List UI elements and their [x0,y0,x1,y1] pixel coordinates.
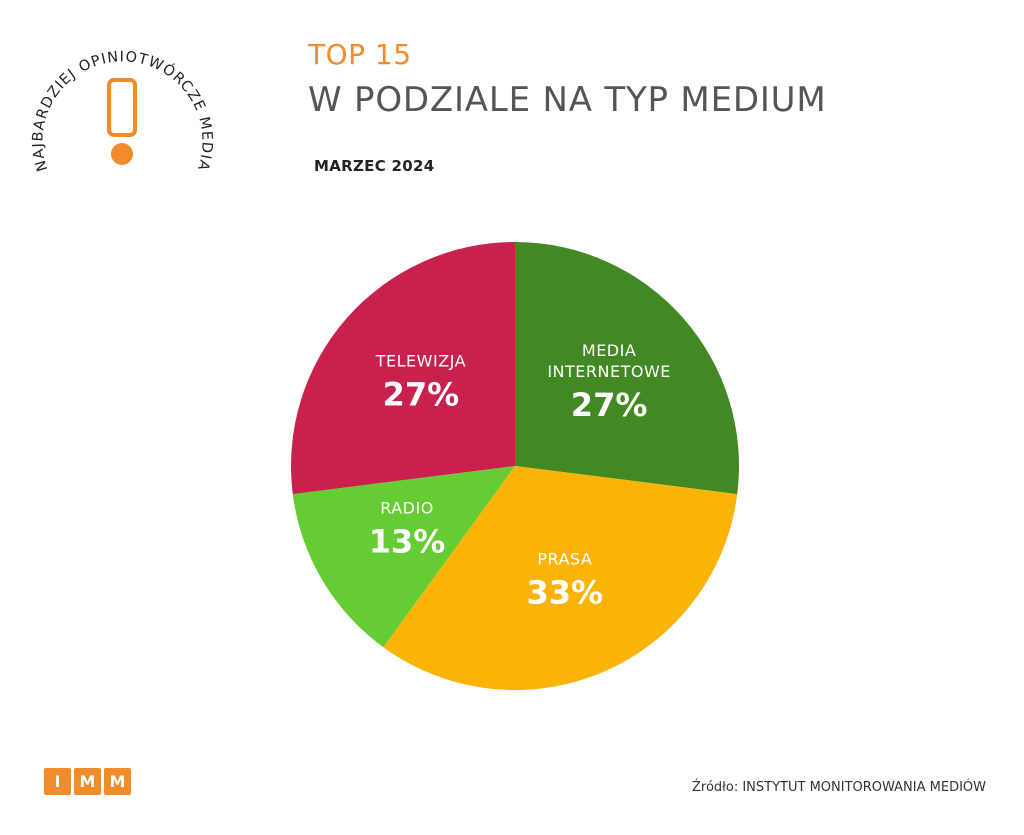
slice-name-label: INTERNETOWE [547,362,671,381]
exclamation-icon [107,78,137,137]
exclamation-dot-icon [111,143,133,165]
slice-percent-label: 27% [571,386,648,424]
source-note: Źródło: INSTYTUT MONITOROWANIA MEDIÓW [692,780,986,795]
pie-slice-radio [292,466,515,648]
badge-svg: NAJBARDZIEJ OPINIOTWÓRCZE MEDIA [30,49,213,173]
slice-name-label: RADIO [380,498,434,517]
imm-logo-letter: M [104,768,131,795]
imm-logo-letter: M [74,768,101,795]
imm-logo: I M M [44,768,131,795]
slice-percent-label: 33% [527,574,604,612]
pie-slice-media-internetowe [515,242,739,495]
slice-percent-label: 27% [383,376,460,414]
page-title: W PODZIALE NA TYP MEDIUM [308,80,827,120]
slice-name-label: PRASA [537,550,592,569]
badge-logo: NAJBARDZIEJ OPINIOTWÓRCZE MEDIA [30,40,215,225]
pie-slice-prasa [383,466,738,690]
slice-percent-label: 13% [369,522,446,560]
pie-chart: MEDIA INTERNETOWE 27% PRASA 33% RADIO 13% TELEW… [291,242,739,690]
imm-logo-letter: I [44,768,71,795]
slice-name-label: TELEWIZJA [375,352,466,371]
slice-name-label: MEDIA [582,341,636,360]
period-label: MARZEC 2024 [314,157,435,175]
pie-slice-telewizja [291,242,515,495]
top-label: TOP 15 [308,38,412,71]
